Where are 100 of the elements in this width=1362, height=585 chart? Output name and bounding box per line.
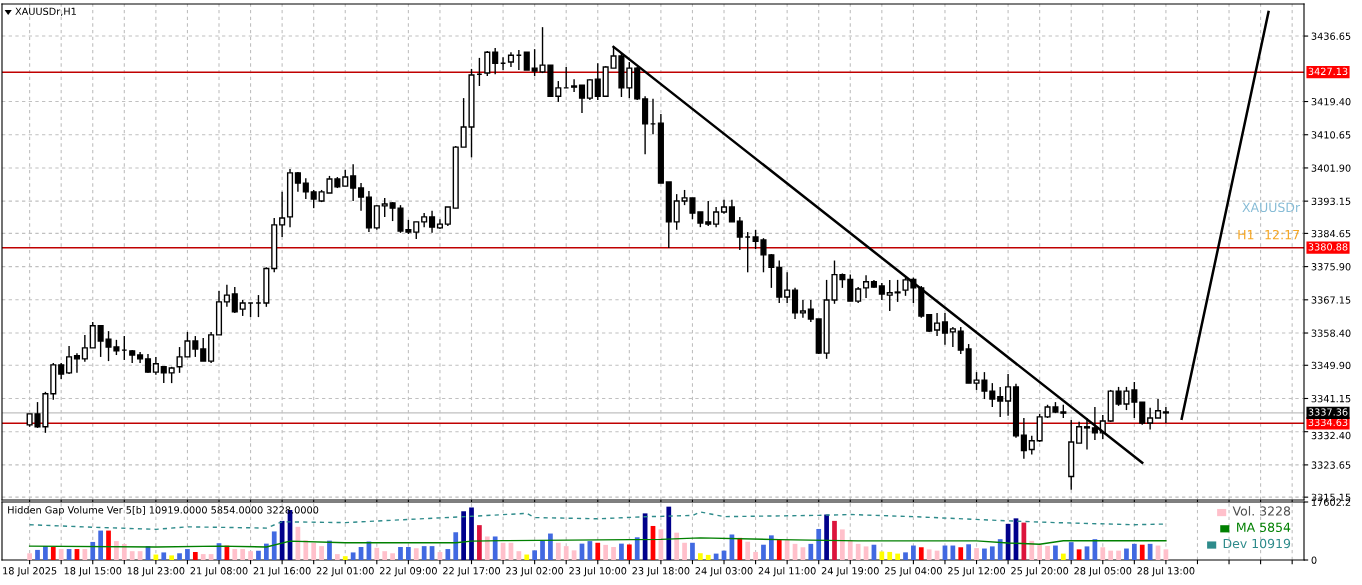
bar <box>382 551 388 560</box>
bar <box>887 551 893 560</box>
x-tick-label: 22 Jul 01:00 <box>316 566 374 577</box>
candlestick <box>1154 398 1162 419</box>
y-tick-label: 3375.90 <box>1311 263 1351 271</box>
x-tick-label: 22 Jul 17:00 <box>443 566 501 577</box>
bar <box>690 542 695 560</box>
bar <box>895 553 900 560</box>
bar <box>398 546 403 560</box>
bar <box>1131 543 1137 560</box>
candlestick <box>192 335 199 358</box>
bar <box>484 536 490 560</box>
candlestick <box>713 206 720 228</box>
bar <box>634 537 640 560</box>
bar <box>784 540 790 560</box>
candlestick <box>1076 421 1083 444</box>
bar <box>816 528 822 560</box>
candlestick <box>997 386 1004 418</box>
candlestick <box>223 284 230 308</box>
candlestick <box>1091 406 1098 441</box>
y-tick-label: 3349.90 <box>1311 361 1351 370</box>
bar <box>421 546 427 560</box>
bar <box>445 549 451 560</box>
candlestick <box>578 84 586 114</box>
candlestick <box>484 50 491 77</box>
candlestick <box>66 345 73 375</box>
bar <box>1139 544 1145 560</box>
candlestick <box>492 47 499 75</box>
candlestick <box>705 200 712 227</box>
bar <box>563 546 569 560</box>
bar <box>1053 545 1058 560</box>
candlestick <box>934 312 941 337</box>
candlestick <box>444 206 451 227</box>
bar <box>453 532 459 560</box>
candlestick <box>989 382 996 408</box>
y-tick-label: 3358.40 <box>1311 329 1351 337</box>
bar <box>989 546 995 560</box>
y-tick-label: 3341.15 <box>1311 394 1351 403</box>
bar <box>1108 550 1114 560</box>
candlestick <box>847 273 854 302</box>
x-tick-label: 23 Jul 02:00 <box>506 566 564 577</box>
bar <box>548 533 553 560</box>
bar <box>697 553 703 560</box>
bar <box>611 546 616 560</box>
candlestick <box>373 204 380 231</box>
candlestick <box>736 216 743 251</box>
bar <box>311 542 317 560</box>
y-tick-label: 3323.65 <box>1311 461 1351 469</box>
candlestick <box>1028 435 1035 456</box>
candlestick <box>357 182 365 212</box>
bar <box>1100 547 1106 560</box>
candlestick <box>894 279 901 303</box>
y-tick-label: 3419.40 <box>1311 98 1351 106</box>
bar <box>555 542 561 560</box>
bar <box>271 531 277 560</box>
legend-label: Dev 10919 <box>1223 538 1291 549</box>
bar <box>477 525 482 560</box>
chart-title: XAUUSDr,H1 <box>15 7 76 16</box>
bar <box>926 549 932 560</box>
bar <box>106 530 111 560</box>
bar <box>879 551 885 560</box>
candlestick <box>231 286 238 314</box>
bar <box>240 549 246 560</box>
bar <box>776 540 782 560</box>
bar <box>114 541 119 560</box>
candlestick <box>381 197 388 218</box>
candlestick <box>1147 407 1154 431</box>
bar <box>161 552 167 560</box>
candlestick <box>200 337 207 362</box>
x-tick-label: 25 Jul 04:00 <box>884 566 942 577</box>
bar <box>769 535 774 560</box>
bar <box>129 551 135 560</box>
candlestick <box>791 287 799 320</box>
candlestick <box>1162 406 1169 424</box>
candlestick <box>1139 401 1146 426</box>
candlestick <box>555 80 562 103</box>
x-tick-label: 25 Jul 20:00 <box>1011 566 1069 577</box>
candlestick <box>294 171 301 193</box>
candlestick <box>728 199 735 223</box>
bar <box>1124 548 1129 560</box>
bar <box>90 541 96 560</box>
bar <box>674 532 680 560</box>
bar <box>745 541 751 560</box>
bar <box>335 554 340 560</box>
candlestick <box>784 271 791 304</box>
bar <box>761 544 766 560</box>
bar <box>192 552 198 560</box>
bar <box>847 540 853 560</box>
chart-title: Hidden Gap Volume Ver 5[b] 10919.0000 5854.0000 3228.0000 <box>8 506 319 516</box>
bar <box>753 551 758 560</box>
candlestick <box>949 326 956 348</box>
ref-line-label: 3380.88 <box>1308 243 1348 251</box>
y-tick-label: 3401.90 <box>1311 164 1351 172</box>
bar <box>911 545 916 560</box>
candlestick <box>957 326 964 355</box>
x-tick-label: 24 Jul 03:00 <box>695 566 753 577</box>
bar <box>737 537 743 560</box>
bar <box>832 520 837 560</box>
y-tick-label: 3384.65 <box>1311 229 1351 238</box>
bar <box>492 536 498 560</box>
